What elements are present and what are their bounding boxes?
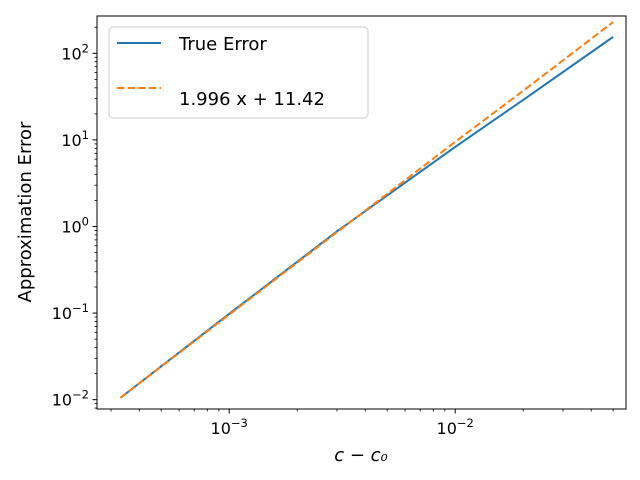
x-axis-label: c − c₀ (334, 445, 388, 466)
plot-frame (96, 15, 627, 410)
plot-lines (119, 21, 614, 399)
legend: True Error 1.996 x + 11.42 (108, 26, 369, 119)
ticks: 10−3 10−2 10−2 10−1 100 101 102 (52, 26, 614, 438)
y-tick-label: 101 (61, 128, 89, 150)
legend-label-fit: 1.996 x + 11.42 (179, 89, 325, 110)
y-tick-label: 10−1 (52, 301, 89, 323)
series-line-1 (119, 21, 614, 399)
y-axis-label: Approximation Error (15, 121, 36, 303)
y-tick-label: 100 (61, 215, 89, 237)
legend-box (108, 26, 369, 119)
legend-label-true-error: True Error (178, 34, 267, 55)
x-tick-label: 10−2 (437, 416, 474, 438)
x-tick-label: 10−3 (211, 416, 248, 438)
y-tick-label: 10−2 (52, 388, 89, 410)
y-tick-label: 102 (61, 41, 89, 63)
series-line-0 (119, 36, 614, 399)
